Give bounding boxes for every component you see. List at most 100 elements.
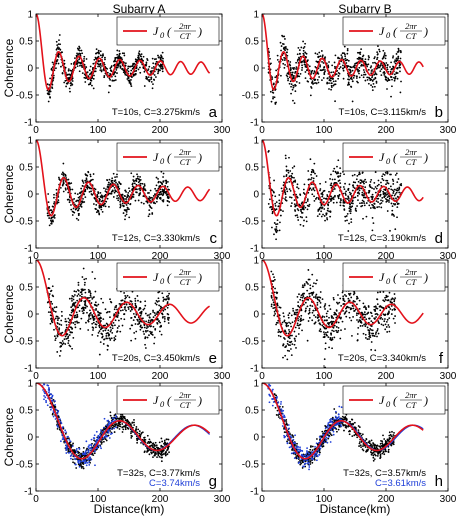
observed-point	[379, 317, 382, 320]
observed-point	[138, 50, 141, 53]
observed-point	[288, 337, 291, 340]
observed-point	[298, 327, 301, 330]
observed-point	[347, 230, 350, 232]
observed-point	[348, 210, 351, 212]
observed-point	[155, 189, 158, 192]
observed-point	[346, 219, 348, 222]
observed-point	[84, 188, 87, 191]
observed-point	[71, 328, 73, 330]
observed-point	[148, 65, 151, 68]
observed-point	[64, 188, 67, 191]
observed-point	[99, 63, 102, 66]
observed-point	[353, 187, 356, 190]
observed-point	[163, 298, 165, 301]
observed-point	[343, 188, 346, 191]
observed-point	[120, 57, 123, 60]
observed-point	[154, 302, 157, 305]
observed-point	[388, 291, 391, 294]
observed-point	[393, 73, 396, 76]
observed-point	[71, 80, 74, 82]
observed-point	[284, 330, 287, 333]
observed-point	[271, 76, 274, 79]
observed-point	[103, 187, 105, 190]
observed-point	[323, 189, 326, 192]
observed-point	[132, 74, 135, 77]
observed-point	[112, 321, 115, 324]
observed-point	[114, 176, 116, 179]
observed-point	[350, 218, 353, 221]
observed-point	[357, 180, 360, 183]
observed-point	[295, 66, 298, 69]
y-tick-label: 0	[253, 190, 259, 201]
observed-point	[70, 311, 73, 314]
observed-point	[91, 178, 94, 181]
observed-point	[129, 327, 132, 330]
observed-point	[61, 51, 64, 54]
observed-point	[91, 84, 93, 87]
legend-paren-open: (	[167, 25, 172, 39]
observed-point	[364, 306, 367, 309]
observed-point	[345, 295, 348, 297]
observed-point	[274, 76, 277, 79]
observed-point	[132, 186, 135, 189]
observed-point	[355, 314, 358, 317]
observed-point	[158, 441, 161, 444]
observed-point	[136, 173, 138, 176]
observed-point	[61, 173, 63, 176]
observed-point	[335, 326, 338, 328]
observed-point	[124, 215, 127, 217]
observed-point	[315, 293, 318, 296]
observed-point	[374, 77, 377, 80]
observed-point	[150, 76, 153, 79]
observed-point	[74, 192, 77, 195]
observed-point	[289, 322, 292, 325]
observed-point	[303, 283, 306, 285]
observed-point	[296, 308, 299, 311]
observed-point	[303, 61, 306, 64]
x-tick-label: 300	[440, 251, 457, 262]
observed-point	[377, 66, 379, 69]
observed-point	[127, 67, 130, 70]
observed-point	[310, 183, 313, 186]
observed-point	[333, 336, 336, 339]
observed-point	[278, 194, 281, 196]
observed-point	[311, 319, 314, 322]
observed-point	[323, 333, 326, 336]
observed-point	[91, 271, 94, 273]
observed-point	[130, 300, 133, 303]
observed-point	[308, 316, 311, 319]
observed-point	[120, 299, 123, 302]
observed-point	[338, 72, 341, 75]
observed-point	[69, 199, 71, 202]
observed-point	[111, 189, 114, 192]
observed-point	[115, 306, 117, 309]
observed-point	[390, 61, 392, 64]
observed-point	[324, 70, 326, 73]
observed-point	[311, 294, 314, 296]
observed-point	[326, 77, 329, 80]
observed-point	[65, 82, 68, 85]
observed-point	[386, 331, 389, 333]
observed-point	[364, 337, 367, 339]
observed-point	[314, 82, 317, 84]
observed-point	[162, 67, 164, 70]
observed-point	[121, 423, 124, 425]
observed-point	[348, 207, 351, 210]
observed-point	[368, 333, 371, 335]
legend-fraction-denominator: CT	[180, 31, 192, 41]
observed-point	[356, 319, 358, 321]
observed-point	[335, 73, 338, 76]
observed-point	[313, 296, 315, 299]
observed-point	[307, 312, 310, 315]
observed-point	[50, 222, 52, 225]
observed-point	[148, 78, 151, 81]
observed-point	[313, 282, 315, 285]
observed-point	[60, 310, 63, 313]
observed-point	[80, 466, 83, 469]
observed-point	[145, 327, 148, 330]
observed-point	[75, 204, 77, 207]
observed-point	[397, 55, 400, 58]
observed-point	[154, 447, 157, 450]
observed-point	[310, 173, 312, 176]
observed-point	[274, 296, 277, 299]
